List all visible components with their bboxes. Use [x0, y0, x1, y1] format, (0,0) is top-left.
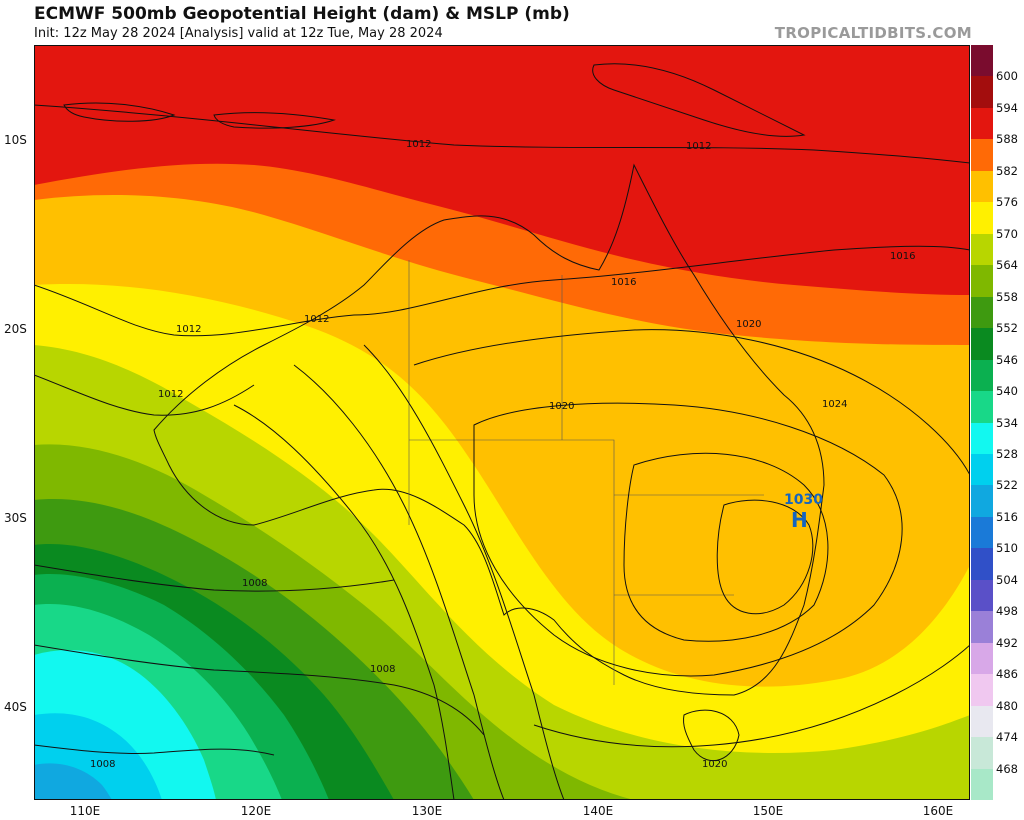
pressure-label: 1012 [304, 314, 329, 325]
colorbar-level-label: 504 [996, 572, 1018, 587]
pressure-label: 1008 [242, 578, 267, 589]
colorbar-level-label: 480 [996, 698, 1018, 713]
pressure-label-group: 1012 1012 1012 1012 1012 1016 1016 1020 … [90, 139, 915, 770]
pressure-label: 1020 [736, 319, 761, 330]
colorbar-segment [971, 674, 993, 707]
colorbar-segment [971, 579, 993, 612]
colorbar-level-label: 570 [996, 226, 1018, 241]
coast-australia [153, 163, 825, 696]
colorbar-level-label: 576 [996, 195, 1018, 210]
colorbar-segment [971, 202, 993, 235]
colorbar-level-label: 468 [996, 761, 1018, 776]
high-pressure-value: 1030 [784, 492, 823, 508]
lon-label: 130E [411, 804, 443, 818]
lon-label: 140E [582, 804, 614, 818]
colorbar-segment [971, 611, 993, 644]
colorbar-level-label: 492 [996, 635, 1018, 650]
colorbar-level-label: 528 [996, 446, 1018, 461]
state-borders [408, 260, 764, 685]
colorbar-segment [971, 768, 993, 801]
pressure-label: 1012 [686, 141, 711, 152]
colorbar-segment [971, 453, 993, 486]
coast-java [63, 102, 176, 122]
colorbar-segment [971, 76, 993, 109]
colorbar-level-label: 546 [996, 352, 1018, 367]
colorbar-segment [971, 265, 993, 298]
coast-timor [213, 112, 336, 129]
colorbar-level-label: 522 [996, 478, 1018, 493]
coast-new-guinea [592, 63, 806, 137]
colorbar-segment [971, 516, 993, 549]
colorbar-segment [971, 548, 993, 581]
pressure-label: 1024 [822, 399, 847, 410]
band-594 [34, 45, 970, 295]
coastlines [63, 63, 825, 762]
colorbar-segment [971, 359, 993, 392]
colorbar-segment [971, 45, 993, 77]
band-522 [34, 763, 112, 800]
colorbar [971, 45, 993, 801]
lon-label: 160E [922, 804, 954, 818]
mslp-contours [34, 104, 970, 800]
pressure-label: 1020 [549, 401, 574, 412]
high-pressure-center: 1030 H [784, 492, 823, 532]
pressure-label: 1020 [702, 759, 727, 770]
colorbar-level-label: 594 [996, 100, 1018, 115]
colorbar-level-label: 540 [996, 384, 1018, 399]
colorbar-segment [971, 296, 993, 329]
lon-label: 120E [240, 804, 272, 818]
pressure-label: 1012 [158, 389, 183, 400]
lat-label: 10S [4, 133, 27, 147]
colorbar-level-label: 498 [996, 604, 1018, 619]
colorbar-level-label: 582 [996, 163, 1018, 178]
colorbar-segment [971, 705, 993, 738]
colorbar-level-label: 600 [996, 69, 1018, 84]
colorbar-level-label: 564 [996, 258, 1018, 273]
coast-tasmania [683, 709, 740, 762]
colorbar-segment [971, 328, 993, 361]
lon-label: 110E [69, 804, 101, 818]
colorbar-segment [971, 107, 993, 140]
pressure-label: 1008 [370, 664, 395, 675]
colorbar-level-label: 474 [996, 730, 1018, 745]
colorbar-segment [971, 391, 993, 423]
colorbar-level-label: 552 [996, 321, 1018, 336]
lon-label: 150E [752, 804, 784, 818]
pressure-label: 1016 [890, 251, 915, 262]
colorbar-labels: 600 594 588 582 576 570 564 558 552 546 540 534 528 5… [994, 45, 1024, 800]
colorbar-level-label: 510 [996, 541, 1018, 556]
lat-label: 20S [4, 322, 27, 336]
colorbar-segment [971, 170, 993, 203]
map-title: ECMWF 500mb Geopotential Height (dam) & … [34, 4, 570, 24]
colorbar-level-label: 558 [996, 289, 1018, 304]
weather-map[interactable]: 1012 1012 1012 1012 1012 1016 1016 1020 … [34, 45, 970, 800]
colorbar-level-label: 516 [996, 509, 1018, 524]
weather-map-svg: 1012 1012 1012 1012 1012 1016 1016 1020 … [34, 45, 970, 800]
pressure-label: 1016 [611, 277, 636, 288]
high-pressure-symbol: H [791, 508, 808, 532]
lat-label: 30S [4, 511, 27, 525]
pressure-label: 1008 [90, 759, 115, 770]
map-frame [34, 45, 970, 800]
colorbar-segment [971, 422, 993, 455]
colorbar-segment [971, 485, 993, 518]
map-subtitle: Init: 12z May 28 2024 [Analysis] valid a… [34, 26, 443, 41]
brand-watermark[interactable]: TROPICALTIDBITS.COM [774, 24, 972, 42]
pressure-label: 1012 [176, 324, 201, 335]
pressure-label: 1012 [406, 139, 431, 150]
colorbar-segment [971, 139, 993, 172]
colorbar-level-label: 588 [996, 132, 1018, 147]
colorbar-segment [971, 233, 993, 266]
colorbar-segment [971, 642, 993, 675]
colorbar-segment [971, 737, 993, 770]
colorbar-level-label: 486 [996, 667, 1018, 682]
lat-label: 40S [4, 700, 27, 714]
colorbar-level-label: 534 [996, 415, 1018, 430]
